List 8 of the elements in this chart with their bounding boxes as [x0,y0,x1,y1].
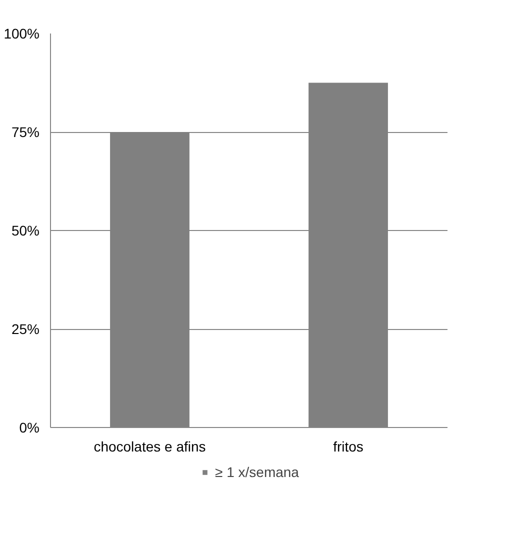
legend-label: ≥ 1 x/semana [215,464,299,480]
y-tick-label: 0% [19,420,40,436]
y-tick-label: 100% [4,26,40,42]
y-tick-label: 25% [11,321,40,337]
y-tick-label: 50% [11,222,40,238]
x-tick-label: fritos [333,438,364,454]
y-tick-label: 75% [11,124,40,140]
x-tick-label: chocolates e afins [94,438,206,454]
